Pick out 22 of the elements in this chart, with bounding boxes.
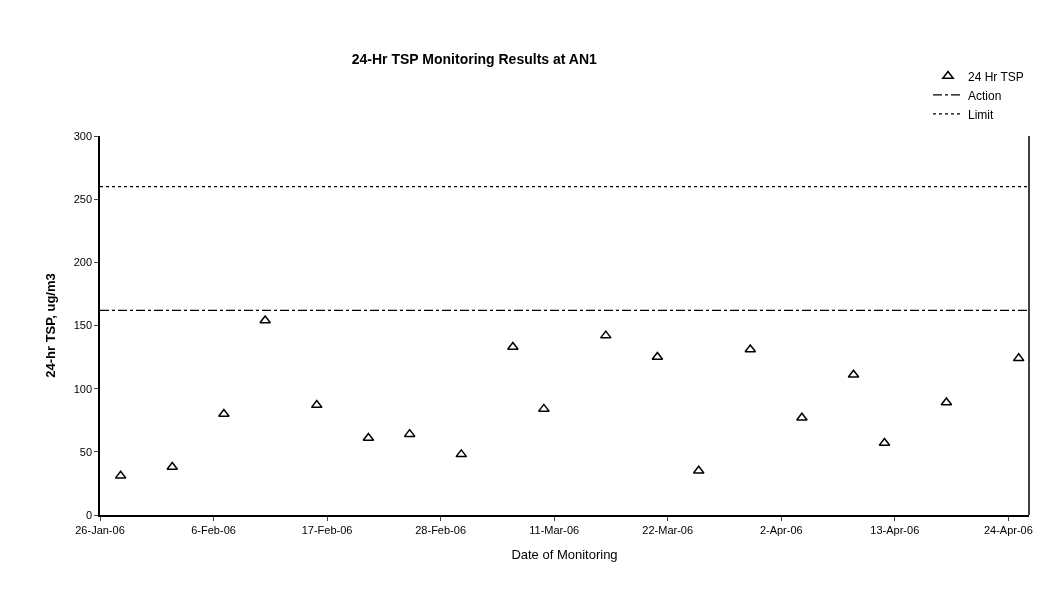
x-tick-label: 26-Jan-06 <box>75 523 125 536</box>
legend-label: Limit <box>968 107 994 122</box>
legend-label: 24 Hr TSP <box>968 69 1024 84</box>
x-tick-label: 2-Apr-06 <box>759 523 803 536</box>
y-tick-label: 300 <box>73 129 93 142</box>
x-tick-label: 13-Apr-06 <box>870 523 920 536</box>
chart-title: 24-Hr TSP Monitoring Results at AN1 <box>351 50 598 67</box>
x-tick-label: 22-Mar-06 <box>642 523 694 536</box>
x-tick-label: 11-Mar-06 <box>529 523 580 536</box>
y-tick-label: 250 <box>73 193 93 206</box>
x-tick-label: 17-Feb-06 <box>301 523 353 536</box>
y-tick-label: 0 <box>85 508 93 521</box>
x-tick-label: 6-Feb-06 <box>191 523 236 536</box>
y-tick-label: 100 <box>73 382 93 395</box>
x-tick-label: 28-Feb-06 <box>415 523 467 536</box>
legend-label: Action <box>968 88 1002 103</box>
x-axis-title: Date of Monitoring <box>511 547 618 563</box>
y-tick-label: 50 <box>79 445 93 458</box>
y-tick-label: 200 <box>73 256 93 269</box>
y-tick-label: 150 <box>73 319 93 332</box>
x-tick-label: 24-Apr-06 <box>983 523 1033 536</box>
y-axis-title: 24-hr TSP, ug/m3 <box>43 273 59 378</box>
